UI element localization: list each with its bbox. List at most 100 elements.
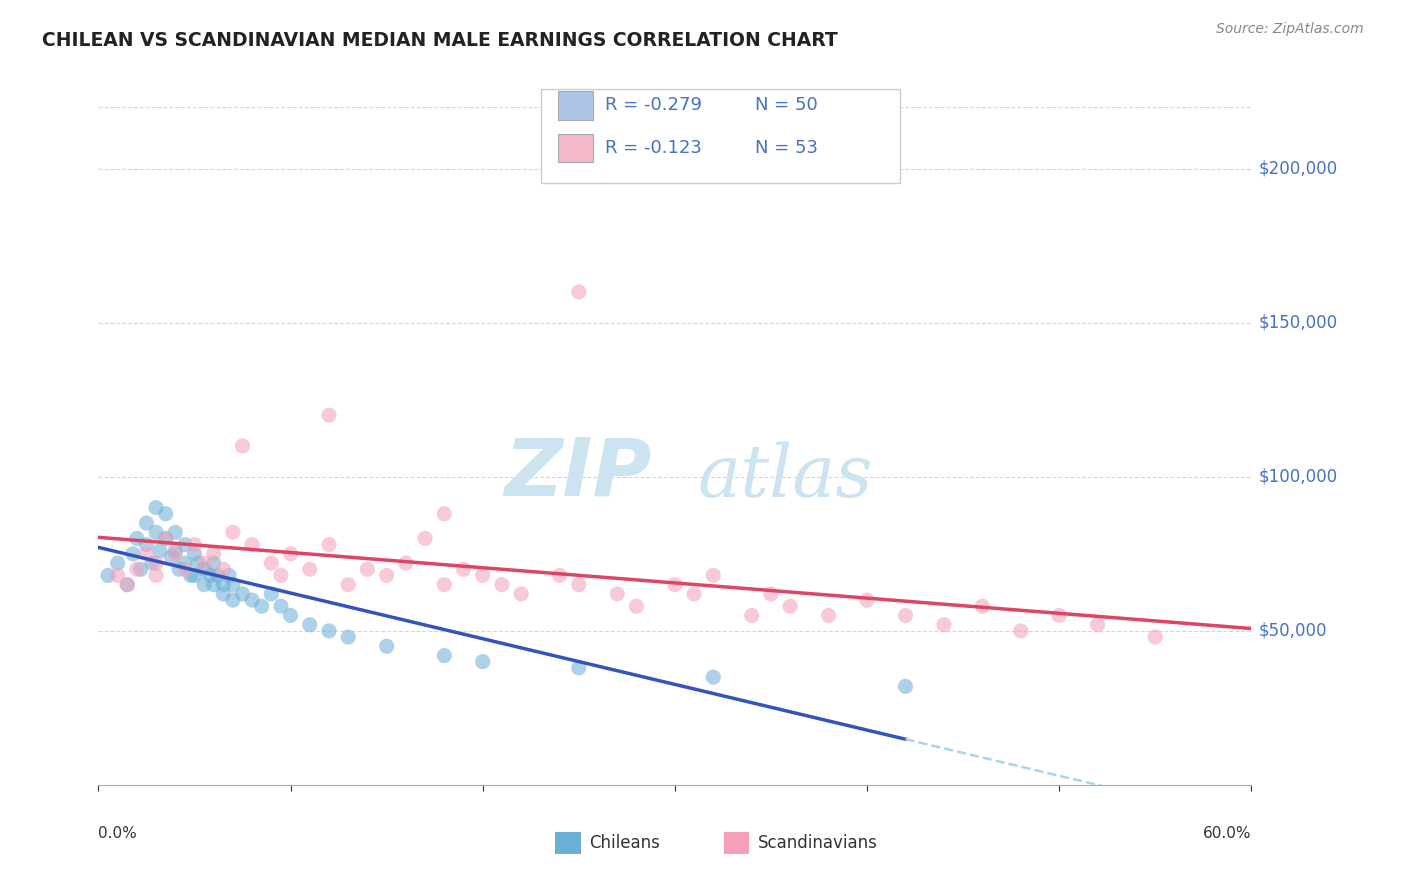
Point [702, 568, 724, 582]
Point [155, 532, 177, 546]
Point [779, 599, 801, 614]
Point [664, 577, 686, 591]
Point [471, 655, 494, 669]
Point [231, 439, 254, 453]
Point [491, 577, 513, 591]
Point [318, 538, 340, 552]
Point [174, 562, 197, 576]
Point [141, 556, 163, 570]
Text: N = 53: N = 53 [755, 139, 818, 157]
Point [510, 587, 533, 601]
Point [453, 562, 475, 576]
Point [894, 608, 917, 623]
Point [212, 562, 235, 576]
Point [193, 556, 215, 570]
Text: atlas: atlas [697, 442, 873, 512]
Point [741, 608, 763, 623]
Point [193, 562, 215, 576]
Point [165, 525, 187, 540]
Text: Chileans: Chileans [589, 834, 659, 852]
Point [193, 577, 215, 591]
Point [856, 593, 879, 607]
Point [260, 556, 283, 570]
Point [135, 538, 157, 552]
Point [107, 556, 129, 570]
Text: 0.0%: 0.0% [98, 826, 138, 840]
Point [894, 679, 917, 693]
Point [395, 556, 418, 570]
Text: $100,000: $100,000 [1258, 467, 1337, 486]
Point [180, 568, 202, 582]
Point [240, 538, 263, 552]
Point [202, 547, 225, 561]
Point [260, 587, 283, 601]
Point [167, 562, 190, 576]
Point [202, 556, 225, 570]
Point [231, 587, 254, 601]
Point [280, 547, 302, 561]
Point [932, 617, 955, 632]
Point [107, 568, 129, 582]
Point [135, 516, 157, 530]
Point [298, 617, 321, 632]
Text: $150,000: $150,000 [1258, 314, 1337, 332]
Point [218, 568, 240, 582]
Point [240, 593, 263, 607]
Point [165, 543, 187, 558]
Point [702, 670, 724, 684]
Point [145, 568, 167, 582]
Point [1047, 608, 1070, 623]
Point [1010, 624, 1032, 638]
Point [125, 562, 148, 576]
Point [471, 568, 494, 582]
Point [433, 577, 456, 591]
Point [165, 547, 187, 561]
Point [280, 608, 302, 623]
Text: 60.0%: 60.0% [1204, 826, 1251, 840]
Text: CHILEAN VS SCANDINAVIAN MEDIAN MALE EARNINGS CORRELATION CHART: CHILEAN VS SCANDINAVIAN MEDIAN MALE EARN… [42, 31, 838, 50]
Point [433, 507, 456, 521]
Point [413, 532, 436, 546]
Text: $50,000: $50,000 [1258, 622, 1327, 640]
Point [174, 538, 197, 552]
Point [125, 532, 148, 546]
Point [568, 285, 591, 299]
Text: R = -0.123: R = -0.123 [605, 139, 702, 157]
Point [187, 556, 209, 570]
Point [972, 599, 994, 614]
Point [270, 568, 292, 582]
Point [433, 648, 456, 663]
Point [135, 547, 157, 561]
Point [212, 587, 235, 601]
Point [606, 587, 628, 601]
Point [375, 568, 398, 582]
Point [1087, 617, 1109, 632]
Text: $200,000: $200,000 [1258, 160, 1337, 178]
Point [318, 408, 340, 422]
Text: Scandinavians: Scandinavians [758, 834, 877, 852]
Point [568, 661, 591, 675]
Text: ZIP: ZIP [505, 434, 652, 512]
Point [222, 577, 245, 591]
Point [356, 562, 378, 576]
Point [202, 577, 225, 591]
Point [250, 599, 273, 614]
Point [222, 525, 245, 540]
Point [759, 587, 782, 601]
Point [298, 562, 321, 576]
Point [548, 568, 571, 582]
Text: R = -0.279: R = -0.279 [605, 96, 702, 114]
Point [145, 500, 167, 515]
Point [626, 599, 648, 614]
Point [683, 587, 706, 601]
Point [212, 577, 235, 591]
Point [817, 608, 839, 623]
Text: N = 50: N = 50 [755, 96, 818, 114]
Point [1144, 630, 1167, 644]
Point [122, 547, 145, 561]
Point [145, 525, 167, 540]
Point [568, 577, 591, 591]
Text: Source: ZipAtlas.com: Source: ZipAtlas.com [1216, 22, 1364, 37]
Point [149, 543, 172, 558]
Point [145, 556, 167, 570]
